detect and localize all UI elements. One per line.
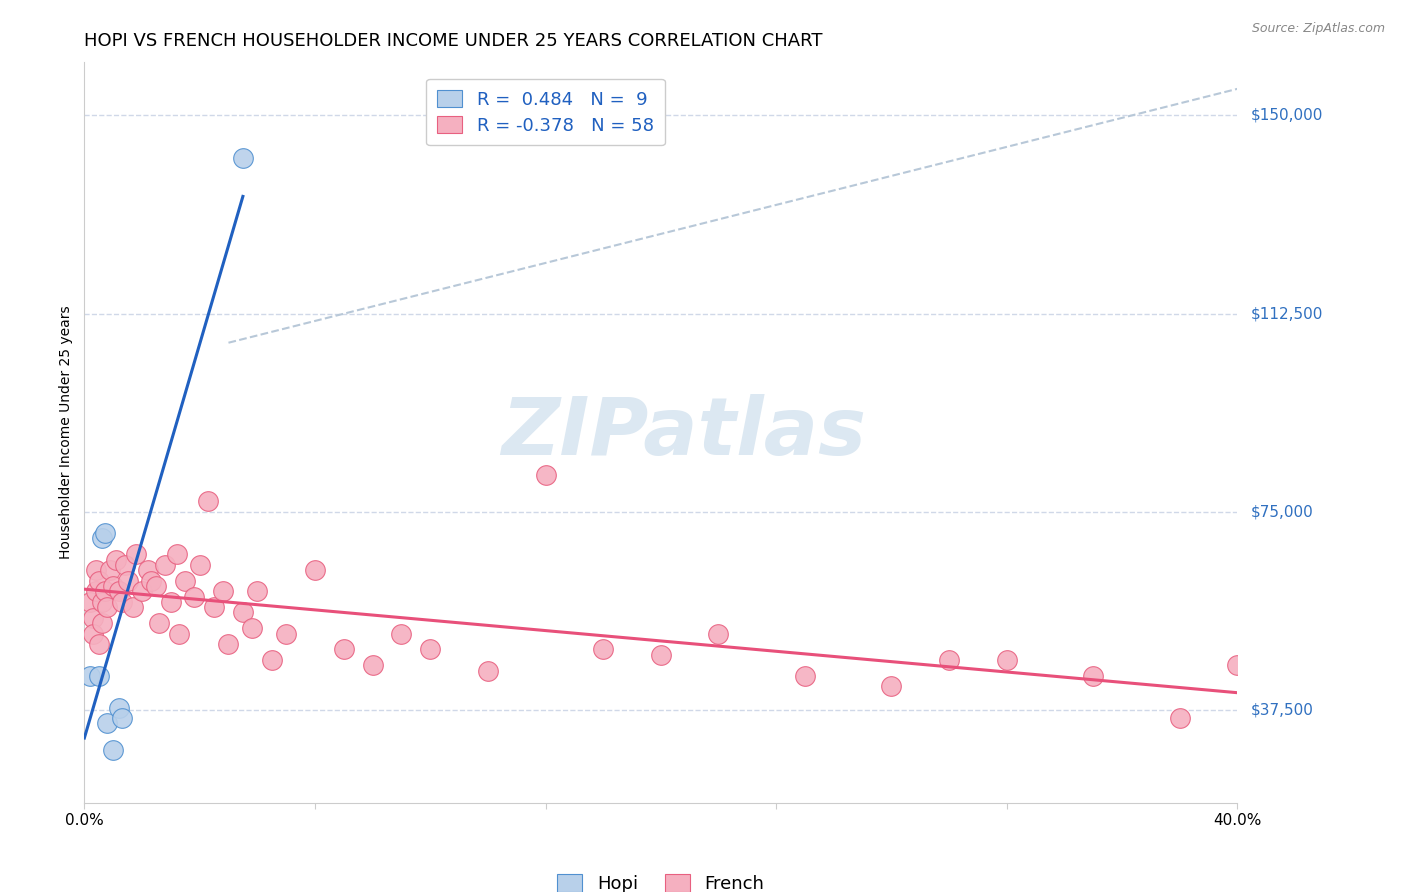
Point [98,563,121,577]
Point [938,653,960,667]
Text: ZIPatlas: ZIPatlas [502,393,866,472]
Point [276,626,298,640]
Point [87,669,110,683]
Point [419,642,441,657]
Point [122,600,145,615]
Point [105,552,128,566]
Point [82,626,104,640]
Point [1083,669,1105,683]
Point [391,626,413,640]
Point [111,595,134,609]
Point [87,574,110,588]
Point [114,558,136,572]
Point [148,615,170,630]
Point [84,563,107,577]
Point [304,563,326,577]
Point [197,494,219,508]
Text: $150,000: $150,000 [1251,108,1323,123]
Point [111,711,134,725]
Point [188,558,211,572]
Point [169,626,191,640]
Point [108,584,131,599]
Point [534,467,557,482]
Point [103,743,124,757]
Text: $75,000: $75,000 [1251,505,1315,519]
Point [145,579,167,593]
Y-axis label: Householder Income Under 25 years: Householder Income Under 25 years [59,306,73,559]
Point [125,547,148,561]
Legend: Hopi, French: Hopi, French [546,863,776,892]
Point [477,664,499,678]
Point [103,579,124,593]
Point [79,669,101,683]
Point [153,558,176,572]
Point [131,584,153,599]
Point [880,680,903,694]
Point [96,600,118,615]
Point [260,653,283,667]
Point [136,563,159,577]
Point [592,642,614,657]
Point [90,615,112,630]
Text: $37,500: $37,500 [1251,703,1315,718]
Point [1226,658,1249,673]
Point [174,574,197,588]
Point [96,716,118,731]
Text: HOPI VS FRENCH HOUSEHOLDER INCOME UNDER 25 YEARS CORRELATION CHART: HOPI VS FRENCH HOUSEHOLDER INCOME UNDER … [84,32,823,50]
Point [218,637,240,651]
Point [87,637,110,651]
Point [82,610,104,624]
Point [84,584,107,599]
Text: Source: ZipAtlas.com: Source: ZipAtlas.com [1251,22,1385,36]
Point [79,595,101,609]
Point [93,584,115,599]
Point [166,547,188,561]
Point [333,642,356,657]
Point [90,595,112,609]
Point [707,626,730,640]
Point [90,532,112,546]
Point [232,606,254,620]
Point [240,621,263,635]
Point [93,526,115,541]
Point [794,669,817,683]
Point [246,584,269,599]
Point [650,648,672,662]
Point [232,151,254,165]
Point [361,658,384,673]
Point [211,584,233,599]
Point [183,590,205,604]
Point [108,700,131,714]
Point [160,595,183,609]
Point [995,653,1018,667]
Point [117,574,139,588]
Point [202,600,225,615]
Text: $112,500: $112,500 [1251,306,1323,321]
Point [1168,711,1191,725]
Point [139,574,162,588]
